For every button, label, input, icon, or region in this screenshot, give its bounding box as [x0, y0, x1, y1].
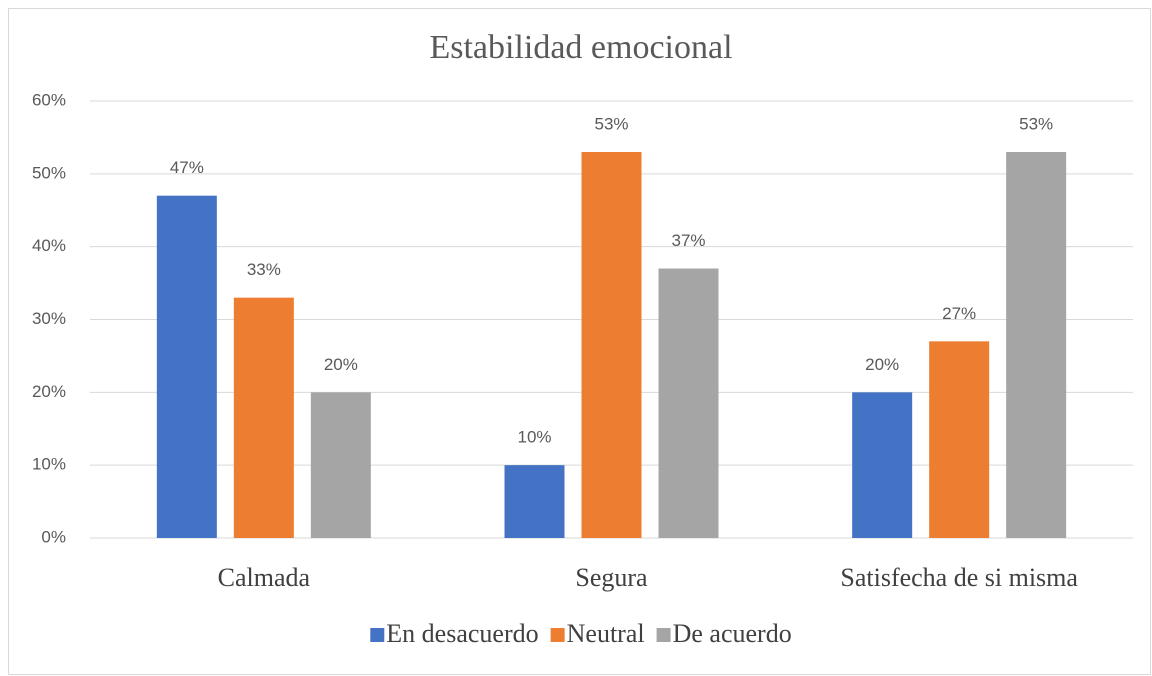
- data-label: 53%: [594, 114, 628, 133]
- bar: [852, 392, 913, 538]
- y-tick-label: 30%: [32, 309, 66, 328]
- legend-label: De acuerdo: [673, 619, 792, 648]
- data-label: 27%: [942, 304, 976, 323]
- legend-swatch: [370, 628, 385, 642]
- chart-title: Estabilidad emocional: [429, 29, 732, 66]
- bar: [310, 392, 371, 538]
- data-label: 20%: [865, 355, 899, 374]
- bar: [658, 268, 719, 538]
- bar: [156, 195, 217, 538]
- data-label: 33%: [247, 260, 281, 279]
- legend-label: Neutral: [567, 619, 645, 648]
- y-tick-label: 0%: [41, 527, 66, 546]
- legend-swatch: [656, 628, 671, 642]
- x-tick-label: Segura: [575, 563, 648, 592]
- bar: [233, 297, 294, 538]
- y-tick-label: 60%: [32, 90, 66, 109]
- bar: [581, 151, 642, 538]
- data-label: 47%: [170, 158, 204, 177]
- legend-label: En desacuerdo: [386, 619, 538, 648]
- y-tick-label: 50%: [32, 163, 66, 182]
- bar: [504, 465, 565, 538]
- x-tick-label: Calmada: [218, 563, 311, 592]
- data-label: 20%: [324, 355, 358, 374]
- data-label: 10%: [517, 428, 551, 447]
- legend-swatch: [550, 628, 565, 642]
- bar: [929, 341, 990, 538]
- bar: [1006, 151, 1067, 538]
- y-tick-label: 10%: [32, 455, 66, 474]
- y-tick-label: 40%: [32, 236, 66, 255]
- data-label: 37%: [671, 231, 705, 250]
- x-tick-label: Satisfecha de si misma: [840, 563, 1078, 592]
- y-tick-label: 20%: [32, 382, 66, 401]
- data-label: 53%: [1019, 114, 1053, 133]
